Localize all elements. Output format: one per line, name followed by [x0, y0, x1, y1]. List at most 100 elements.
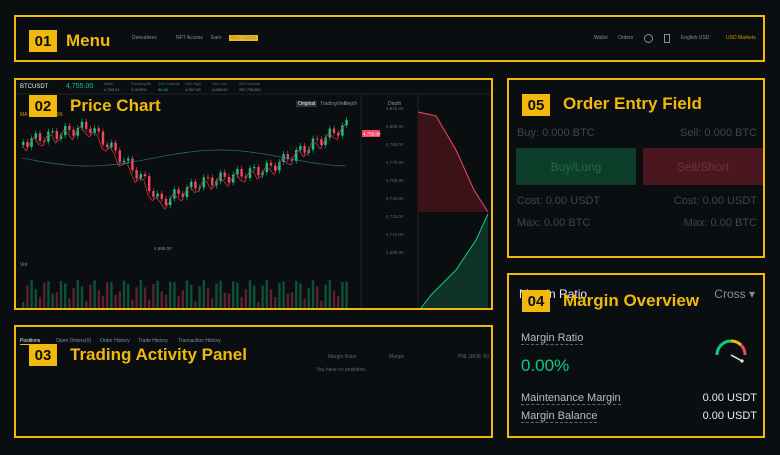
volume-bar [177, 295, 180, 308]
volume-bar [286, 293, 289, 308]
activity-column-header: Margin [389, 354, 405, 360]
volume-bar [72, 288, 75, 308]
activity-tab[interactable]: Order History [100, 338, 130, 344]
max-left: Max: 0.00 BTC [517, 217, 591, 229]
margin-mode-label: Cross [714, 287, 746, 301]
depth-bid-area [421, 214, 488, 308]
price-scale-label: 4,710.00 [386, 232, 404, 237]
candle [177, 189, 180, 194]
trading-activity-badge: 03 [29, 344, 57, 366]
sell-short-button[interactable]: Sell/Short [643, 148, 763, 185]
activity-tab[interactable]: Trade History [138, 338, 168, 344]
depth-bid-line [420, 213, 489, 308]
volume-bar [85, 300, 88, 308]
volume-bar [337, 295, 340, 308]
candle [101, 131, 105, 145]
chart-symbol[interactable]: BTCUSDT [20, 84, 49, 90]
menu-right-item[interactable]: Wallet [594, 35, 608, 41]
ma-line [21, 123, 346, 210]
candle [290, 159, 294, 161]
margin-overview-title: Margin Overview [563, 291, 700, 310]
price-scale-label: 4,800.00 [386, 124, 404, 129]
volume-bar [22, 302, 25, 308]
volume-bar [47, 281, 50, 308]
maintenance-margin-label: Maintenance Margin [521, 392, 621, 405]
candle [156, 193, 159, 197]
volume-bar [290, 292, 294, 308]
candle [106, 144, 109, 148]
candle [72, 129, 75, 136]
margin-ratio-value: 0.00% [521, 356, 570, 375]
candle [244, 176, 247, 179]
candle [232, 174, 235, 183]
depth-ask-line [417, 111, 489, 213]
menu-nav-item[interactable]: Derivatives [132, 35, 157, 41]
menu-badge: 01 [29, 30, 57, 52]
volume-bar [265, 280, 268, 308]
volume-bar [332, 290, 336, 308]
chart-stat-value: 4,767.03 [185, 87, 201, 92]
volume-bar [38, 297, 42, 308]
candle [320, 139, 323, 145]
candle [190, 181, 193, 188]
volume-bar [206, 288, 210, 308]
chart-view-tab[interactable]: Original [296, 101, 318, 107]
menu-nav-item[interactable]: Earn [211, 35, 222, 41]
chart-stat-label: 24h Change [158, 81, 180, 86]
candle [295, 149, 298, 161]
candle [299, 146, 302, 150]
volume-bar [282, 281, 285, 308]
volume-bar [55, 292, 58, 308]
trading-activity-title: Trading Activity Panel [70, 345, 247, 364]
price-chart-svg[interactable]: 4,815.00 4,800.00 4,785.00 4,770.00 4,755.00… [16, 80, 493, 310]
menu-nav-item[interactable]: NFT Access [176, 35, 203, 41]
volume-bar [240, 297, 243, 308]
price-scale-label: 4,770.00 [386, 160, 404, 165]
volume-bar [345, 281, 348, 308]
volume-bar [97, 290, 100, 308]
volume-bar [152, 284, 155, 308]
volume-bar [198, 286, 201, 308]
candle [223, 172, 226, 177]
candle [80, 121, 84, 129]
cost-right: Cost: 0.00 USDT [673, 195, 757, 207]
volume-bar [202, 280, 205, 308]
order-entry-badge: 05 [522, 94, 550, 116]
candle [219, 172, 222, 182]
candle [173, 189, 176, 199]
volume-bar [274, 296, 277, 308]
gauge-icon [715, 339, 747, 363]
depth-label[interactable]: Depth [388, 101, 402, 107]
chart-stat-value: 287,735,511 [239, 87, 261, 92]
user-icon[interactable] [644, 34, 653, 43]
volume-bar [185, 280, 189, 308]
volume-bar [131, 299, 134, 308]
price-scale-label: 4,725.00 [386, 214, 404, 219]
volume-bar [303, 298, 306, 308]
menu-right-item[interactable]: Orders [618, 35, 634, 41]
price-scale-label: 4,815.00 [386, 106, 404, 111]
volume-bar [30, 280, 33, 308]
volume-bar [295, 280, 298, 308]
chart-view-tab[interactable]: TradingView [320, 101, 348, 107]
activity-tab[interactable]: Open Orders(0) [56, 338, 92, 344]
margin-mode-select[interactable]: Cross ▾ [714, 287, 755, 301]
maintenance-margin-value: 0.00 USDT [702, 392, 757, 404]
volume-bar [232, 281, 235, 308]
candle [135, 169, 138, 179]
candle [139, 174, 142, 179]
buy-long-button[interactable]: Buy/Long [516, 148, 636, 185]
volume-bar [68, 298, 71, 308]
candle [34, 133, 37, 139]
volume-bar [341, 282, 344, 308]
menu-nav-item[interactable]: Buy Crypto [229, 35, 258, 41]
menu-right-item[interactable]: English USD [681, 35, 710, 41]
candle [341, 125, 344, 136]
menu-right-item[interactable]: USD Markets [726, 35, 756, 41]
chart-view-tab[interactable]: Depth [344, 101, 358, 107]
candle [85, 121, 88, 129]
activity-tab[interactable]: Transaction History [178, 338, 221, 344]
download-icon[interactable] [664, 34, 670, 43]
candle [89, 128, 92, 133]
candle [316, 138, 319, 140]
